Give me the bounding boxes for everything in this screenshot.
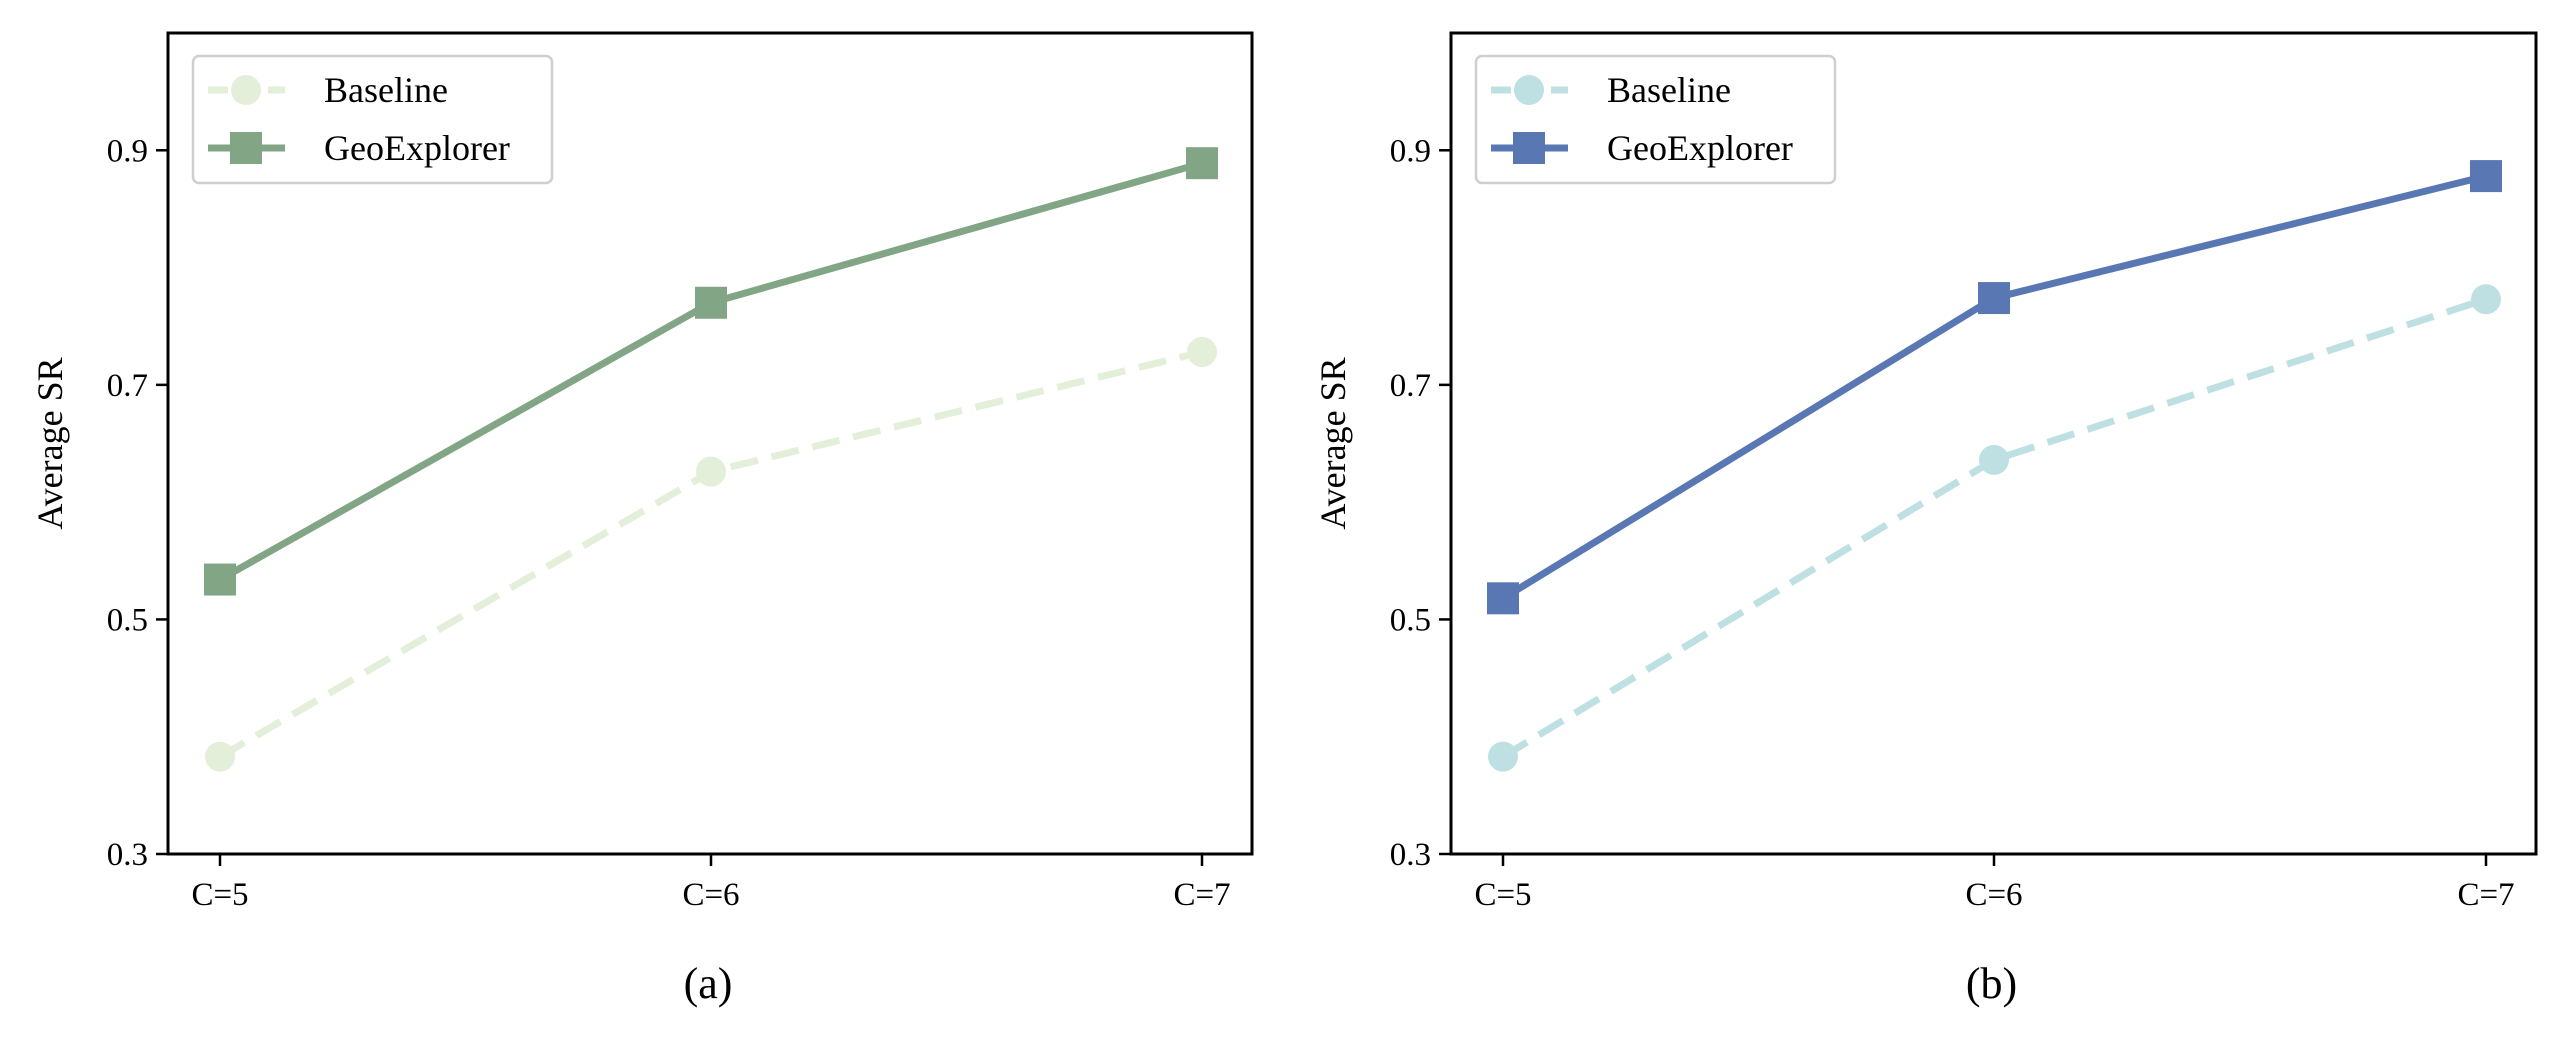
series-line	[218, 348, 1203, 760]
chart-panel-0: 0.3 0.5 0.7 0.9 C=5 C=6 C=7 Average SR (a) Baseli…	[30, 31, 1254, 1008]
data-point	[1488, 741, 1518, 772]
legend-marker	[1513, 132, 1545, 164]
data-point	[2470, 160, 2502, 193]
data-point	[696, 456, 726, 487]
legend-label: GeoExplorer	[324, 128, 510, 168]
y-tick-label: 0.7	[1390, 368, 1431, 404]
data-point	[1186, 147, 1218, 180]
data-point	[1979, 444, 2009, 475]
legend-label: Baseline	[1607, 70, 1731, 110]
data-point	[1187, 337, 1217, 368]
y-tick-label: 0.9	[1390, 133, 1431, 169]
y-tick-label: 0.3	[1390, 837, 1431, 873]
y-tick-label: 0.5	[107, 602, 148, 638]
data-point	[1487, 582, 1519, 615]
legend: Baseline GeoExplorer	[1474, 54, 1837, 185]
y-tick-label: 0.7	[107, 368, 148, 404]
legend-marker	[231, 75, 261, 105]
data-point	[695, 286, 727, 319]
series-geoexplorer	[204, 147, 1218, 596]
data-point	[205, 741, 235, 772]
series-baseline	[1488, 284, 2501, 772]
legend-marker	[230, 132, 262, 164]
legend-label: Baseline	[324, 70, 448, 110]
x-tick-label: C=6	[682, 877, 739, 913]
panel-caption: (a)	[684, 959, 733, 1008]
y-tick-label: 0.3	[107, 837, 148, 873]
chart-panel-1: 0.3 0.5 0.7 0.9 C=5 C=6 C=7 Average SR (b) Baseli…	[1313, 31, 2538, 1008]
x-tick-label: C=5	[191, 877, 248, 913]
data-point	[204, 563, 236, 596]
y-axis-label: Average SR	[1313, 357, 1353, 529]
data-point	[2471, 284, 2501, 315]
legend-label: GeoExplorer	[1607, 128, 1793, 168]
y-axis-label: Average SR	[30, 357, 70, 529]
x-tick-label: C=6	[1965, 877, 2022, 913]
x-tick-label: C=7	[2457, 877, 2514, 913]
x-tick-label: C=7	[1173, 877, 1230, 913]
y-tick-label: 0.5	[1390, 602, 1431, 638]
data-point	[1978, 282, 2010, 315]
legend-marker	[1514, 75, 1544, 105]
series-line	[1501, 295, 2488, 760]
x-tick-label: C=5	[1474, 877, 1531, 913]
y-tick-label: 0.9	[107, 133, 148, 169]
legend: Baseline GeoExplorer	[191, 54, 554, 185]
panel-caption: (b)	[1966, 959, 2017, 1008]
series-line	[1501, 172, 2487, 602]
series-line	[218, 159, 1203, 583]
series-geoexplorer	[1487, 160, 2502, 615]
series-baseline	[205, 337, 1217, 772]
